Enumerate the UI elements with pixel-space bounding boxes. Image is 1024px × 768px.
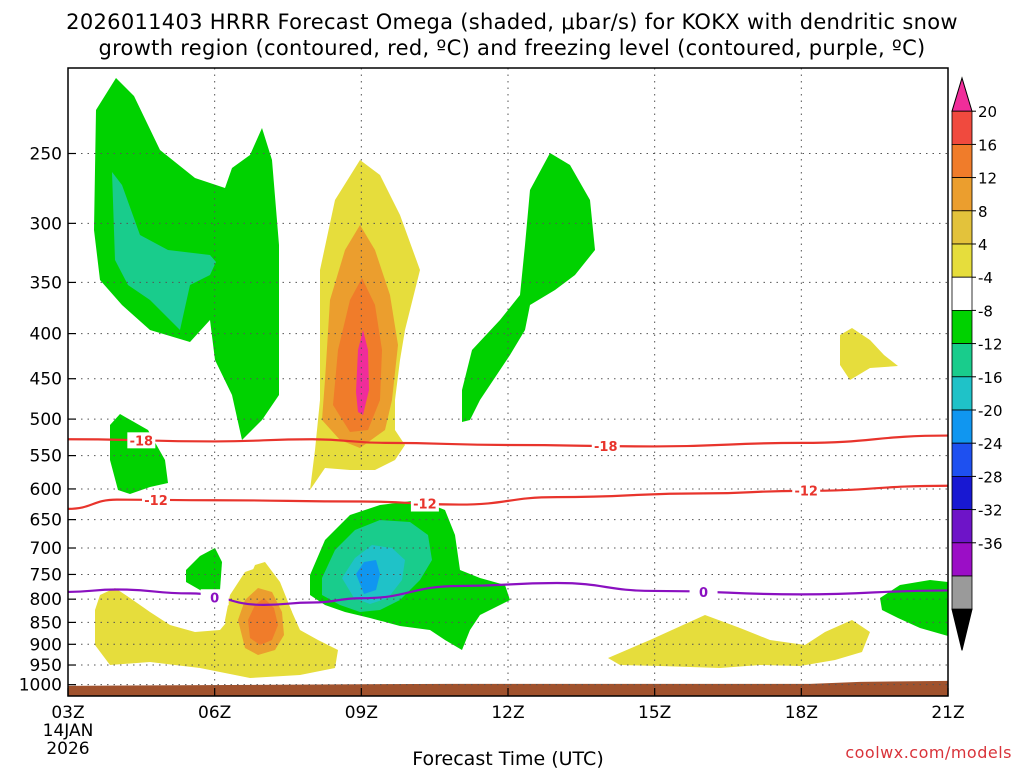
colorbar-swatch bbox=[951, 110, 973, 145]
isotherm-line-0 bbox=[68, 434, 948, 448]
colorbar: 20 16 12 8 4 -4 -8 -12 -16 -20 -24 -28 -32 -36 bbox=[951, 76, 1003, 651]
colorbar-swatch bbox=[951, 210, 973, 245]
colorbar-label-11: -28 bbox=[978, 468, 1003, 486]
y-tick-label-550: 550 bbox=[30, 447, 62, 467]
colorbar-label-8: -16 bbox=[978, 369, 1003, 387]
isotherm-line-1 bbox=[68, 484, 948, 510]
colorbar-swatch bbox=[951, 409, 973, 444]
x-tick-label-06Z: 06Z bbox=[198, 703, 231, 723]
y-tick-label-950: 950 bbox=[30, 656, 62, 676]
colorbar-swatch bbox=[951, 376, 973, 411]
y-tick-label-300: 300 bbox=[30, 214, 62, 234]
y-tick-label-450: 450 bbox=[30, 370, 62, 390]
y-tick-label-800: 800 bbox=[30, 590, 62, 610]
colorbar-swatch bbox=[951, 509, 973, 544]
omega-contour-fill-17 bbox=[608, 615, 870, 668]
omega-contour-fill-3 bbox=[462, 153, 595, 422]
y-tick-label-900: 900 bbox=[30, 635, 62, 655]
y-tick-label-750: 750 bbox=[30, 565, 62, 585]
contour-label-1-1: -12 bbox=[413, 498, 437, 513]
omega-contour-fill-19 bbox=[840, 328, 898, 380]
colorbar-top-triangle bbox=[951, 76, 973, 112]
omega-contour-fill-4 bbox=[186, 548, 222, 596]
colorbar-swatch bbox=[951, 276, 973, 311]
colorbar-label-12: -32 bbox=[978, 502, 1003, 520]
omega-contour-fill-2 bbox=[110, 414, 168, 494]
x-tick-label-03Z: 03Z bbox=[51, 703, 84, 723]
contour-label-bg bbox=[792, 482, 821, 499]
colorbar-label-4: 4 bbox=[978, 236, 988, 254]
colorbar-label-0: 20 bbox=[978, 103, 997, 121]
colorbar-label-3: 8 bbox=[978, 203, 988, 221]
y-tick-label-850: 850 bbox=[30, 613, 62, 633]
colorbar-label-6: -8 bbox=[978, 302, 993, 320]
plot-area: -18 -18 -12 -12 -12 0 0 bbox=[67, 67, 949, 697]
axes: 2503003504004505005506006507007508008509… bbox=[19, 144, 965, 759]
isotherm-line-2 bbox=[68, 581, 948, 606]
contour-label-bg bbox=[127, 432, 156, 449]
colorbar-swatch bbox=[951, 343, 973, 378]
contour-label-1-2: -12 bbox=[794, 485, 818, 500]
chart-title-line-1: 2026011403 HRRR Forecast Omega (shaded, … bbox=[66, 10, 958, 34]
colorbar-label-5: -4 bbox=[978, 269, 993, 287]
colorbar-label-7: -12 bbox=[978, 336, 1003, 354]
contour-label-bg bbox=[591, 437, 620, 454]
colorbar-label-1: 16 bbox=[978, 136, 997, 154]
y-tick-label-350: 350 bbox=[30, 273, 62, 293]
y-tick-label-700: 700 bbox=[30, 539, 62, 559]
x-tick-label-09Z: 09Z bbox=[345, 703, 378, 723]
colorbar-swatch bbox=[951, 542, 973, 577]
contour-label-2-1: 0 bbox=[699, 586, 708, 601]
colorbar-swatch bbox=[951, 143, 973, 178]
omega-contour-fill-12 bbox=[356, 330, 369, 415]
x-tick-label-15Z: 15Z bbox=[638, 703, 671, 723]
omega-contour-fill-1 bbox=[112, 172, 216, 330]
colorbar-bottom-triangle bbox=[951, 608, 973, 651]
contour-label-bg bbox=[200, 589, 229, 606]
omega-contour-fill-16 bbox=[248, 598, 278, 645]
y-tick-label-400: 400 bbox=[30, 325, 62, 345]
contour-label-2-0: 0 bbox=[210, 591, 219, 606]
chart-title-line-2: growth region (contoured, red, ºC) and f… bbox=[98, 36, 925, 60]
colorbar-swatch bbox=[951, 442, 973, 477]
omega-contour-fill-11 bbox=[333, 278, 382, 432]
colorbar-swatch bbox=[951, 475, 973, 510]
y-tick-label-650: 650 bbox=[30, 511, 62, 531]
colorbar-swatch bbox=[951, 309, 973, 344]
colorbar-label-10: -24 bbox=[978, 435, 1003, 453]
omega-contour-fill-8 bbox=[356, 560, 380, 594]
colorbar-label-9: -20 bbox=[978, 402, 1003, 420]
colorbar-swatch bbox=[951, 243, 973, 278]
y-tick-label-600: 600 bbox=[30, 480, 62, 500]
colorbar-label-2: 12 bbox=[978, 170, 997, 188]
colorbar-swatch bbox=[951, 177, 973, 212]
contour-label-bg bbox=[142, 491, 170, 508]
x-date-label-0: 14JAN bbox=[43, 721, 94, 741]
x-tick-label-18Z: 18Z bbox=[785, 703, 818, 723]
x-tick-label-12Z: 12Z bbox=[491, 703, 524, 723]
source-credit: coolwx.com/models bbox=[845, 743, 1012, 762]
gridlines bbox=[68, 68, 948, 696]
x-tick-label-21Z: 21Z bbox=[931, 703, 964, 723]
y-tick-label-250: 250 bbox=[30, 144, 62, 164]
y-tick-label-500: 500 bbox=[30, 410, 62, 430]
colorbar-swatch bbox=[951, 575, 973, 610]
contour-label-0-1: -18 bbox=[594, 440, 618, 455]
contour-label-bg bbox=[410, 495, 439, 512]
y-tick-label-1000: 1000 bbox=[19, 676, 62, 696]
contour-label-0-0: -18 bbox=[130, 434, 154, 449]
contour-label-bg bbox=[689, 584, 718, 601]
contour-label-1-0: -12 bbox=[144, 494, 168, 509]
colorbar-label-13: -36 bbox=[978, 535, 1003, 553]
omega-contour-fill-18 bbox=[880, 580, 948, 636]
x-axis-label: Forecast Time (UTC) bbox=[412, 748, 603, 768]
x-date-label-1: 2026 bbox=[46, 739, 89, 759]
